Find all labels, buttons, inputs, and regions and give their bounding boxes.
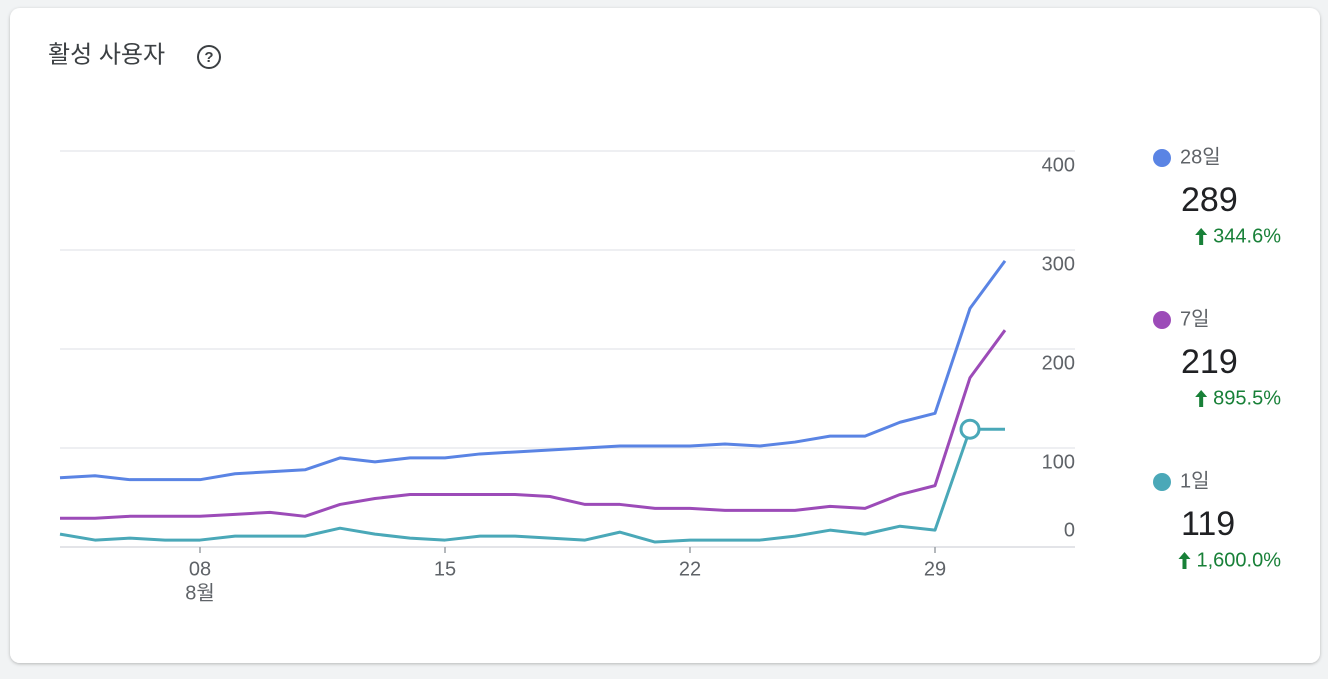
x-tick-label: 22 [679,558,701,580]
legend-total: 219 [1181,343,1238,381]
y-tick-label: 200 [1042,352,1075,374]
x-tick-label: 29 [924,558,946,580]
series-line [59,260,1007,482]
help-icon[interactable]: ? [197,45,221,69]
y-tick-label: 400 [1042,154,1075,176]
x-tick-label: 15 [434,558,456,580]
up-arrow [1178,552,1191,569]
month-label: 8월 [185,581,215,604]
help-mark[interactable]: ? [204,49,213,66]
series-line [59,427,1005,544]
up-arrow [1195,390,1208,407]
y-tick-label: 300 [1042,253,1075,275]
legend-change: 1,600.0% [1196,549,1281,571]
legend-total: 289 [1181,181,1238,219]
legend-total: 119 [1181,505,1235,543]
legend-dot [1153,149,1171,167]
hover-point [959,418,981,440]
series-line [60,329,1007,520]
legend-change: 895.5% [1213,387,1281,409]
up-arrow [1195,228,1208,245]
card-title: 활성 사용자 [48,41,165,68]
legend-name: 1일 [1180,469,1210,492]
legend-name: 7일 [1180,307,1210,330]
x-tick-label: 08 [189,558,211,580]
card [10,8,1320,663]
y-tick-label: 0 [1064,519,1075,541]
y-tick-label: 100 [1042,451,1075,473]
help-circle[interactable] [197,45,221,69]
legend-name: 28일 [1180,145,1221,168]
legend-dot [1153,311,1171,329]
legend-dot [1153,473,1171,491]
legend-change: 344.6% [1213,225,1281,247]
